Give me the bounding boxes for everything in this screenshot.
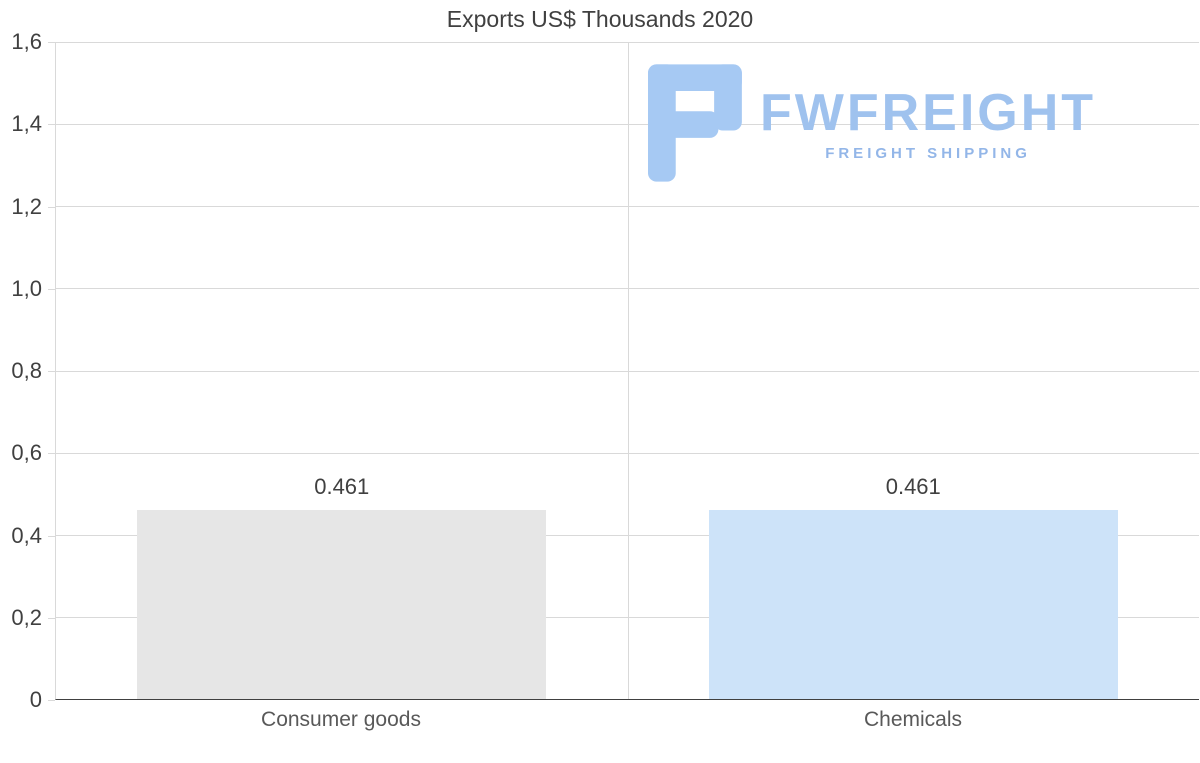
y-tick-label: 1,0 [11,275,42,301]
bar-consumer-goods [137,509,547,699]
y-tick-mark [48,288,55,290]
fwfreight-logo-icon [648,64,742,182]
category-label: Chemicals [863,708,963,731]
y-tick-mark [48,371,55,372]
y-tick-mark [48,700,55,701]
y-tick-label: 1,4 [11,111,42,137]
fwfreight-watermark: FWFREIGHT FREIGHT SHIPPING [648,64,1096,182]
y-tick-mark [48,42,55,43]
brand-text-block: FWFREIGHT FREIGHT SHIPPING [760,84,1096,163]
category-label: Consumer goods [261,708,421,731]
y-tick-label: 0 [29,687,42,712]
brand-name: FWFREIGHT [760,83,1097,142]
y-tick-mark [48,453,55,455]
y-tick-label: 1,2 [11,193,42,219]
y-tick-label: 0,6 [11,440,42,466]
bar-slot: 0.461 [628,42,1200,699]
bar-value-label: 0.461 [314,473,370,499]
bar-chemicals [708,509,1118,699]
y-tick-mark [48,206,55,208]
x-axis-labels: Consumer goods Chemicals [55,702,1199,747]
y-tick-label: 0,8 [11,358,42,383]
vertical-gridline [627,42,629,699]
chart-title: Exports US$ Thousands 2020 [446,6,754,32]
bar-slot: 0.461 [56,42,628,699]
y-tick-mark [48,535,55,537]
plot-area: 0.461 0.461 [55,42,1199,700]
bar-value-label: 0.461 [885,473,941,499]
y-tick-mark [48,617,55,619]
y-axis: 0 0,2 0,4 0,6 0,8 1,0 1,2 1,4 1,6 [0,29,55,712]
brand-tagline: FREIGHT SHIPPING [825,145,1031,163]
y-tick-label: 0,2 [11,604,42,630]
y-tick-label: 0,4 [11,522,42,548]
y-tick-label: 1,6 [11,29,42,54]
y-tick-mark [48,124,55,126]
